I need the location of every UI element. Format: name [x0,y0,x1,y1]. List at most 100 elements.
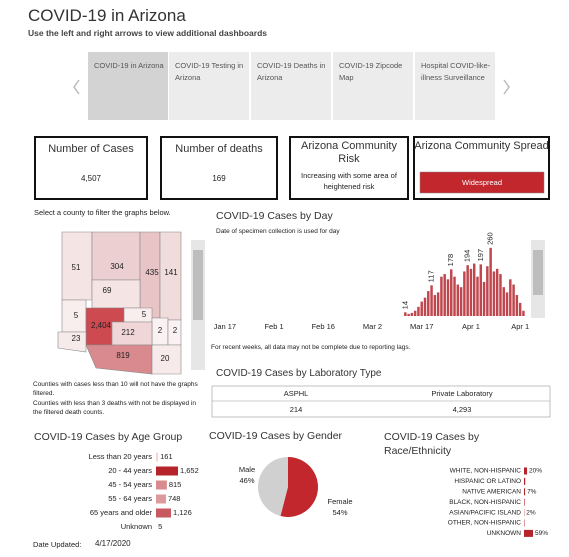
kpi-box [289,136,409,200]
bar [423,297,427,316]
category-label: HISPANIC OR LATINO [454,478,521,485]
tab-bg[interactable] [415,52,495,120]
bar [524,488,526,496]
kpi-value: Increasing with some area of heightened … [301,171,397,191]
x-tick-label: Apr 1 [462,322,480,331]
chart-subtitle: Date of specimen collection is used for … [216,228,340,235]
bar [446,279,450,316]
bar [524,529,533,537]
bar [436,292,440,316]
category-label: ASIAN/PACIFIC ISLAND [449,509,521,516]
county-label: 5 [142,310,147,319]
bar [466,265,469,316]
county[interactable] [91,279,141,309]
tab-bg[interactable] [333,52,413,120]
kpi-box [413,136,550,200]
pie-value: 46% [239,476,254,485]
bar [522,310,525,316]
table-header: ASPHL [284,389,309,398]
county[interactable] [91,231,141,281]
tab-bg[interactable] [88,52,168,120]
tab-label[interactable]: Hospital COVID-like-illness Surveillance [421,61,491,82]
bar [499,274,502,316]
bar [156,480,167,490]
spread-badge [419,171,545,194]
county-label: 819 [116,351,130,360]
bar [472,263,476,316]
data-label: 178 [446,254,455,267]
bar [502,287,505,316]
map-note: Counties with less than 3 deaths with no… [33,400,196,416]
tab-bg[interactable] [251,52,331,120]
bar [407,313,410,316]
x-tick-label: Feb 16 [312,322,335,331]
bar [524,467,528,475]
county-label: 212 [121,328,135,337]
bar [515,295,519,316]
table-cell: 4,293 [453,405,472,414]
county[interactable] [123,307,153,323]
scrollbar-thumb[interactable] [533,250,543,295]
arrow-right[interactable] [503,79,510,95]
scrollbar-thumb[interactable] [193,250,203,320]
tab-label[interactable]: COVID-19 in Arizona [94,61,164,70]
map-note: Counties with cases less than 10 will no… [33,381,198,397]
table-border [211,385,551,418]
county[interactable] [151,344,182,375]
kpi-label: Arizona Community Risk [301,140,397,165]
data-label: 748 [168,494,181,503]
kpi-label: Number of deaths [175,143,263,155]
county-label: 141 [164,268,178,277]
bar [410,312,414,316]
county-label: 23 [72,334,81,343]
county-label: 304 [110,262,124,271]
category-label: 55 - 64 years [108,494,152,503]
data-label: 1,126 [173,508,192,517]
bar [450,269,453,316]
category-label: WHITE, NON-HISPANIC [450,468,522,475]
arrow-left[interactable] [73,79,80,95]
bar [156,494,166,504]
pie-slice [280,457,319,517]
chart-title: COVID-19 Cases by Gender [209,430,343,442]
data-label: 59% [535,530,548,537]
bar [417,306,420,316]
kpi-value: Widespread [461,178,503,187]
chart-title: COVID-19 Cases by Race/Ethnicity [384,431,480,457]
bar [524,477,526,485]
bar [512,284,515,316]
category-label: NATIVE AMERICAN [462,489,521,496]
data-label: 2% [526,509,536,516]
bar [509,279,512,316]
bar [518,302,522,316]
county[interactable] [57,331,87,353]
kpi-label: Number of Cases [48,143,134,155]
bar [413,310,417,316]
x-tick-label: Jan 17 [214,322,237,331]
map [57,231,182,375]
bar [443,274,446,316]
data-label: 197 [476,249,485,262]
tab-label[interactable]: COVID-19 Zipcode Map [339,61,403,82]
bar [156,466,178,476]
x-tick-label: Apr 1 [511,322,529,331]
bar [505,292,509,316]
bar [482,281,486,316]
county-label: 5 [74,311,79,320]
data-label: 1,652 [180,466,199,475]
tab-label[interactable]: COVID-19 Deaths in Arizona [257,61,326,82]
tab-label[interactable]: COVID-19 Testing in Arizona [175,61,244,82]
county-label: 69 [103,286,112,295]
bar [453,276,456,316]
x-tick-label: Feb 1 [264,322,283,331]
pie-value: 54% [332,508,347,517]
tab-bg[interactable] [169,52,249,120]
bar [433,295,437,316]
bar [156,508,171,518]
category-label: Less than 20 years [89,452,153,461]
data-label: 5 [158,522,162,531]
x-tick-label: Mar 2 [363,322,382,331]
category-label: Unknown [121,522,152,531]
title: COVID-19 in Arizona [28,6,186,25]
